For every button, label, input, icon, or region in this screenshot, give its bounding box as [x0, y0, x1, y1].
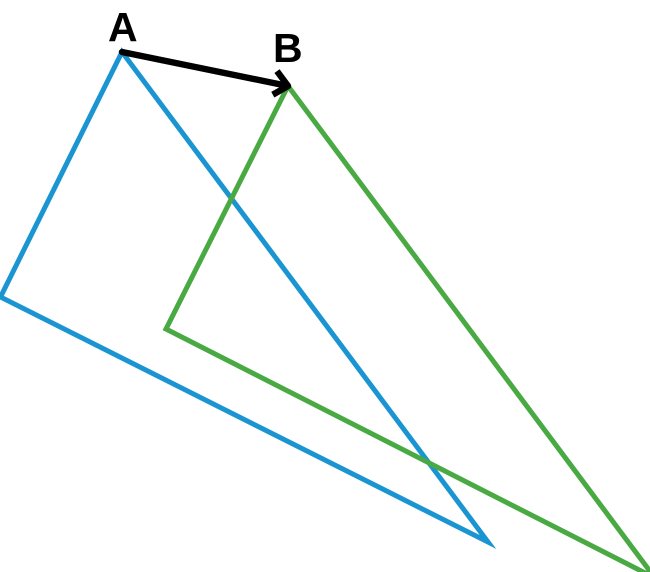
svg-text:A: A: [108, 4, 138, 50]
svg-text:B: B: [273, 25, 303, 71]
